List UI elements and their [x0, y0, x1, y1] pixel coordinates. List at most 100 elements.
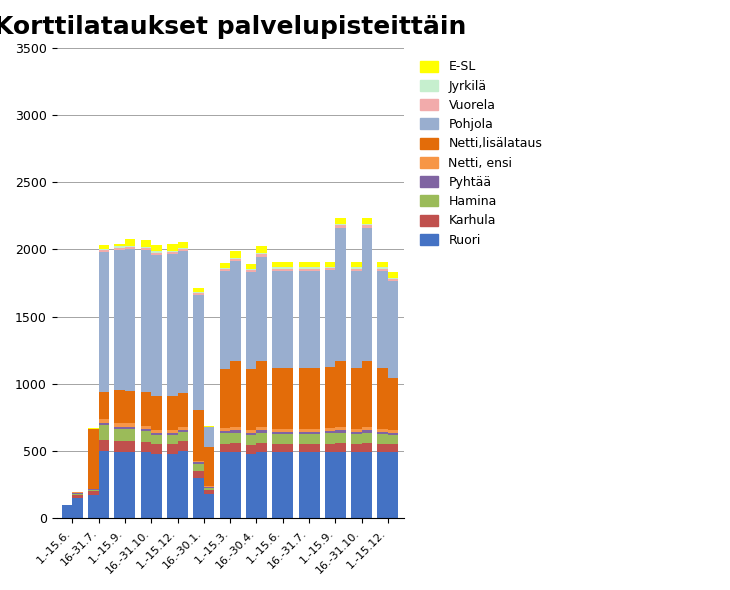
- Bar: [141, 452, 151, 518]
- Bar: [167, 430, 177, 432]
- Bar: [115, 452, 125, 518]
- Bar: [335, 224, 346, 225]
- Bar: [230, 259, 241, 261]
- Bar: [351, 444, 361, 452]
- Bar: [256, 432, 267, 444]
- Bar: [351, 271, 361, 368]
- Bar: [230, 261, 241, 362]
- Bar: [256, 254, 267, 257]
- Bar: [361, 360, 372, 427]
- Bar: [299, 268, 309, 271]
- Bar: [325, 267, 335, 268]
- Bar: [72, 495, 83, 498]
- Bar: [177, 451, 188, 518]
- Bar: [246, 454, 256, 518]
- Bar: [335, 360, 346, 427]
- Bar: [177, 432, 188, 441]
- Bar: [361, 218, 372, 224]
- Bar: [193, 410, 204, 461]
- Bar: [151, 454, 162, 518]
- Bar: [141, 240, 151, 247]
- Bar: [115, 244, 125, 246]
- Bar: [88, 490, 99, 491]
- Bar: [230, 427, 241, 430]
- Bar: [151, 432, 162, 435]
- Bar: [388, 444, 399, 452]
- Bar: [99, 245, 110, 249]
- Bar: [388, 281, 399, 378]
- Bar: [125, 441, 136, 452]
- Bar: [220, 428, 230, 431]
- Bar: [388, 430, 399, 432]
- Bar: [377, 268, 388, 271]
- Bar: [272, 263, 283, 267]
- Bar: [377, 444, 388, 452]
- Bar: [351, 268, 361, 271]
- Bar: [299, 267, 309, 268]
- Bar: [309, 268, 320, 271]
- Bar: [230, 362, 241, 427]
- Bar: [335, 228, 346, 360]
- Bar: [246, 272, 256, 369]
- Bar: [193, 295, 204, 410]
- Bar: [115, 441, 125, 452]
- Bar: [204, 490, 215, 494]
- Bar: [220, 270, 230, 271]
- Bar: [193, 291, 204, 293]
- Bar: [151, 253, 162, 255]
- Bar: [335, 430, 346, 432]
- Bar: [125, 452, 136, 518]
- Bar: [151, 396, 162, 430]
- Bar: [377, 434, 388, 444]
- Bar: [299, 368, 309, 429]
- Bar: [99, 425, 110, 440]
- Bar: [283, 429, 293, 432]
- Legend: E-SL, Jyrkilä, Vuorela, Pohjola, Netti,lisälataus, Netti, ensi, Pyhtää, Hamina, : E-SL, Jyrkilä, Vuorela, Pohjola, Netti,l…: [413, 54, 548, 253]
- Bar: [230, 432, 241, 444]
- Bar: [272, 268, 283, 271]
- Bar: [204, 494, 215, 518]
- Bar: [141, 429, 151, 431]
- Bar: [388, 432, 399, 435]
- Bar: [335, 225, 346, 228]
- Bar: [246, 431, 256, 434]
- Bar: [193, 478, 204, 518]
- Bar: [204, 426, 215, 427]
- Bar: [325, 444, 335, 452]
- Bar: [272, 434, 283, 444]
- Bar: [283, 368, 293, 429]
- Bar: [141, 426, 151, 429]
- Bar: [193, 461, 204, 462]
- Bar: [230, 444, 241, 452]
- Bar: [99, 419, 110, 422]
- Bar: [377, 368, 388, 429]
- Bar: [299, 452, 309, 518]
- Bar: [62, 504, 72, 518]
- Bar: [99, 250, 110, 253]
- Bar: [351, 429, 361, 432]
- Bar: [272, 368, 283, 429]
- Bar: [193, 288, 204, 291]
- Bar: [141, 431, 151, 442]
- Bar: [177, 393, 188, 427]
- Bar: [325, 368, 335, 428]
- Bar: [299, 263, 309, 267]
- Bar: [351, 263, 361, 267]
- Bar: [351, 434, 361, 444]
- Bar: [388, 277, 399, 279]
- Bar: [272, 429, 283, 432]
- Bar: [361, 427, 372, 430]
- Bar: [325, 262, 335, 267]
- Bar: [141, 250, 151, 392]
- Bar: [204, 487, 215, 488]
- Bar: [377, 267, 388, 268]
- Bar: [283, 267, 293, 268]
- Bar: [230, 452, 241, 518]
- Bar: [361, 225, 372, 228]
- Bar: [99, 253, 110, 392]
- Bar: [177, 441, 188, 451]
- Bar: [99, 392, 110, 419]
- Bar: [388, 273, 399, 277]
- Bar: [177, 248, 188, 250]
- Bar: [246, 434, 256, 435]
